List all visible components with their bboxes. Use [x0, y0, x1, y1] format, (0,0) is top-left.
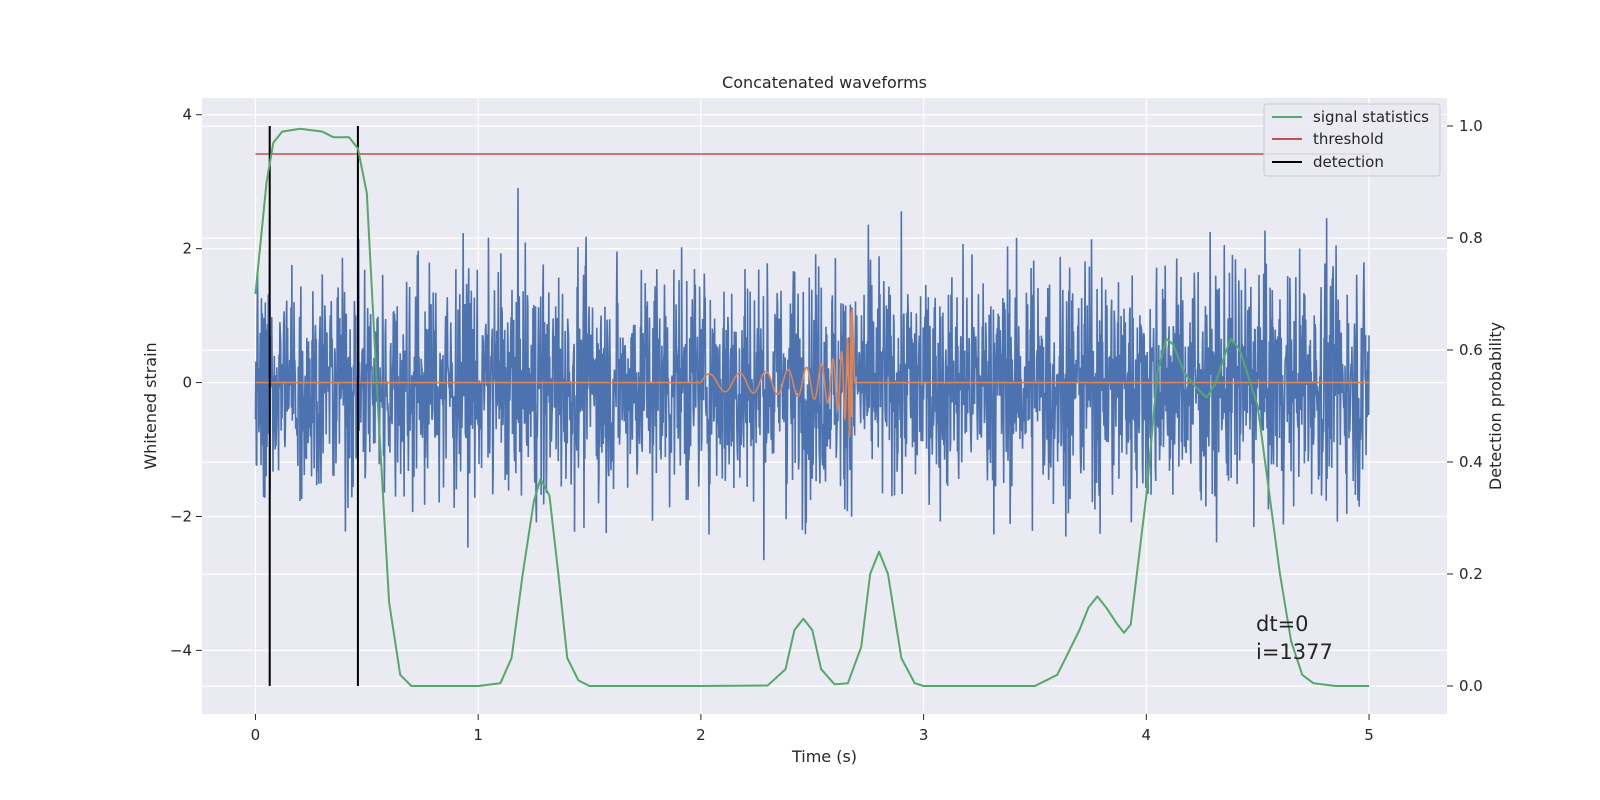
- y-right-tick-label: 0.4: [1459, 453, 1483, 471]
- annotation-index: i=1377: [1256, 640, 1333, 664]
- y-right-tick-label: 0.8: [1459, 229, 1483, 247]
- legend-label-detection: detection: [1313, 153, 1384, 171]
- chart-title: Concatenated waveforms: [722, 73, 927, 92]
- legend-label-threshold: threshold: [1313, 130, 1384, 148]
- y-right-tick-label: 0.6: [1459, 341, 1483, 359]
- x-tick-label: 1: [473, 726, 483, 744]
- y-right-tick-label: 0.0: [1459, 677, 1483, 695]
- x-axis-title: Time (s): [791, 747, 857, 766]
- y-left-tick-label: 0: [182, 374, 192, 392]
- signal-statistics-line: [254, 127, 1370, 687]
- legend-box: [1263, 103, 1441, 177]
- x-tick-label: 3: [919, 726, 929, 744]
- legend-label-signal-statistics: signal statistics: [1313, 108, 1429, 126]
- template-series: [255, 308, 1370, 438]
- noise-series: [254, 187, 1370, 561]
- y-right-tick-label: 0.2: [1459, 565, 1483, 583]
- y-axis-right-title: Detection probability: [1486, 322, 1505, 490]
- x-tick-label: 0: [251, 726, 261, 744]
- y-right-tick-label: 1.0: [1459, 117, 1483, 135]
- annotation-dt: dt=0: [1256, 612, 1309, 636]
- legend: signal statistics threshold detection: [1263, 103, 1441, 177]
- x-tick-label: 2: [696, 726, 706, 744]
- axis-layer: 0 1 2 3 4 5 −4 −2 0 2 4 0.0 0.2 0.4 0.6 0.8 1.0: [170, 106, 1483, 744]
- y-left-tick-label: −4: [170, 641, 192, 659]
- series-layer: [254, 126, 1370, 687]
- y-left-tick-label: 4: [182, 106, 192, 124]
- x-tick-label: 5: [1364, 726, 1374, 744]
- y-left-tick-label: 2: [182, 240, 192, 258]
- y-axis-left-title: Whitened strain: [141, 342, 160, 469]
- y-left-tick-label: −2: [170, 507, 192, 525]
- x-tick-label: 4: [1142, 726, 1152, 744]
